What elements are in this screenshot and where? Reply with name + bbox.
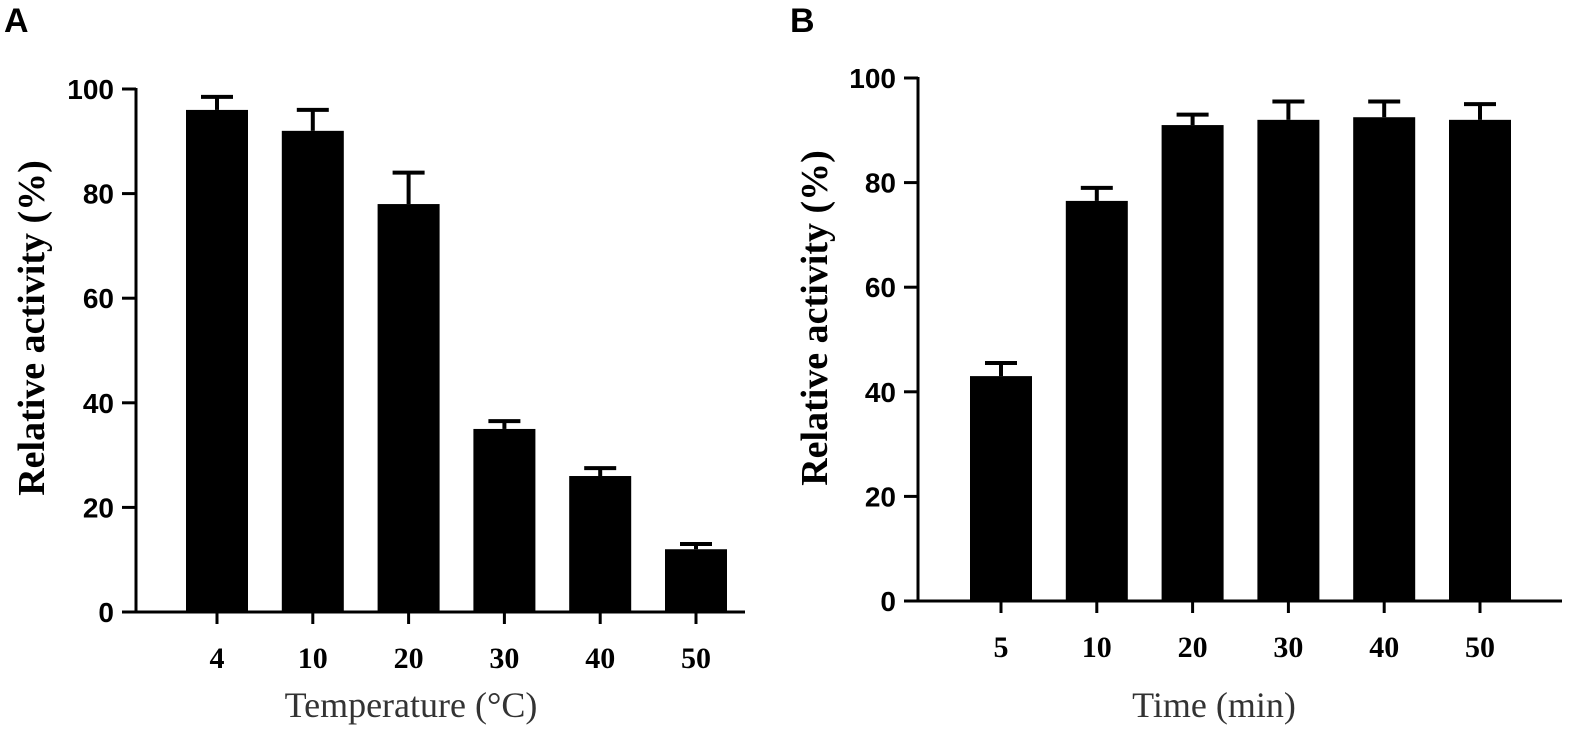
panel-a-bar-4	[186, 109, 248, 613]
panel-b-x-tick-label: 10	[1082, 631, 1112, 664]
panel-a-y-tick-label: 60	[83, 283, 114, 314]
panel-b-y-tick-label: 40	[865, 377, 896, 408]
panel-b-x-tick-label: 50	[1465, 631, 1495, 664]
panel-a-bar-30	[473, 428, 536, 612]
panel-a-x-tick-label: 20	[394, 642, 424, 675]
panel-a-bar-50	[665, 549, 727, 612]
panel-a: A Relative activity (%) Temperature (°C)…	[4, 2, 745, 725]
panel-b-x-tick-label: 5	[994, 631, 1009, 664]
panel-b-y-tick-label: 0	[880, 586, 896, 617]
panel-b-x-tick-label: 30	[1273, 631, 1303, 664]
panel-a-bar-20	[377, 204, 440, 612]
panel-b-bar-20	[1161, 125, 1224, 601]
panel-b-bar-10	[1065, 200, 1128, 601]
panel-b-y-tick-label: 20	[865, 481, 896, 512]
panel-b: B Relative activity (%) Time (min) 0 20 40…	[790, 2, 1562, 725]
panel-a-x-tick-label: 10	[298, 642, 328, 675]
panel-a-x-tick-label: 40	[585, 642, 615, 675]
panel-b-y-tick-label: 100	[849, 63, 896, 94]
panel-a-x-tick-label: 30	[489, 642, 519, 675]
panel-b-x-tick-label: 40	[1369, 631, 1399, 664]
panel-a-bar-40	[569, 476, 632, 612]
panel-b-bar-50	[1449, 119, 1511, 601]
panel-a-y-tick-label: 40	[83, 388, 114, 419]
panel-b-x-tick-label: 20	[1178, 631, 1208, 664]
panel-a-y-axis-label: Relative activity (%)	[11, 160, 53, 496]
panel-a-plot-area: 0 20 40 60 80 100 4 10 20 30 40 50	[67, 74, 745, 675]
panel-b-bar-30	[1257, 119, 1320, 601]
panel-b-letter: B	[790, 2, 815, 40]
panel-a-y-tick-label: 20	[83, 492, 114, 523]
panel-b-y-axis-label: Relative activity (%)	[794, 150, 836, 486]
panel-a-x-axis-label: Temperature (°C)	[285, 685, 538, 725]
panel-a-y-tick-label: 0	[98, 597, 114, 628]
panel-a-letter: A	[4, 2, 29, 40]
panel-b-bar-5	[970, 376, 1032, 601]
panel-a-y-tick-label: 100	[67, 74, 114, 105]
panel-b-x-axis-label: Time (min)	[1132, 685, 1296, 725]
panel-a-x-tick-label: 4	[210, 642, 225, 675]
panel-a-x-tick-label: 50	[681, 642, 711, 675]
panel-a-bar-10	[281, 130, 344, 612]
panel-b-bar-40	[1353, 117, 1416, 601]
panel-a-y-tick-label: 80	[83, 179, 114, 210]
panel-b-y-tick-label: 60	[865, 272, 896, 303]
panel-b-plot-area: 0 20 40 60 80 100 5 10 20 30 40 50	[849, 63, 1562, 664]
panel-b-y-tick-label: 80	[865, 168, 896, 199]
